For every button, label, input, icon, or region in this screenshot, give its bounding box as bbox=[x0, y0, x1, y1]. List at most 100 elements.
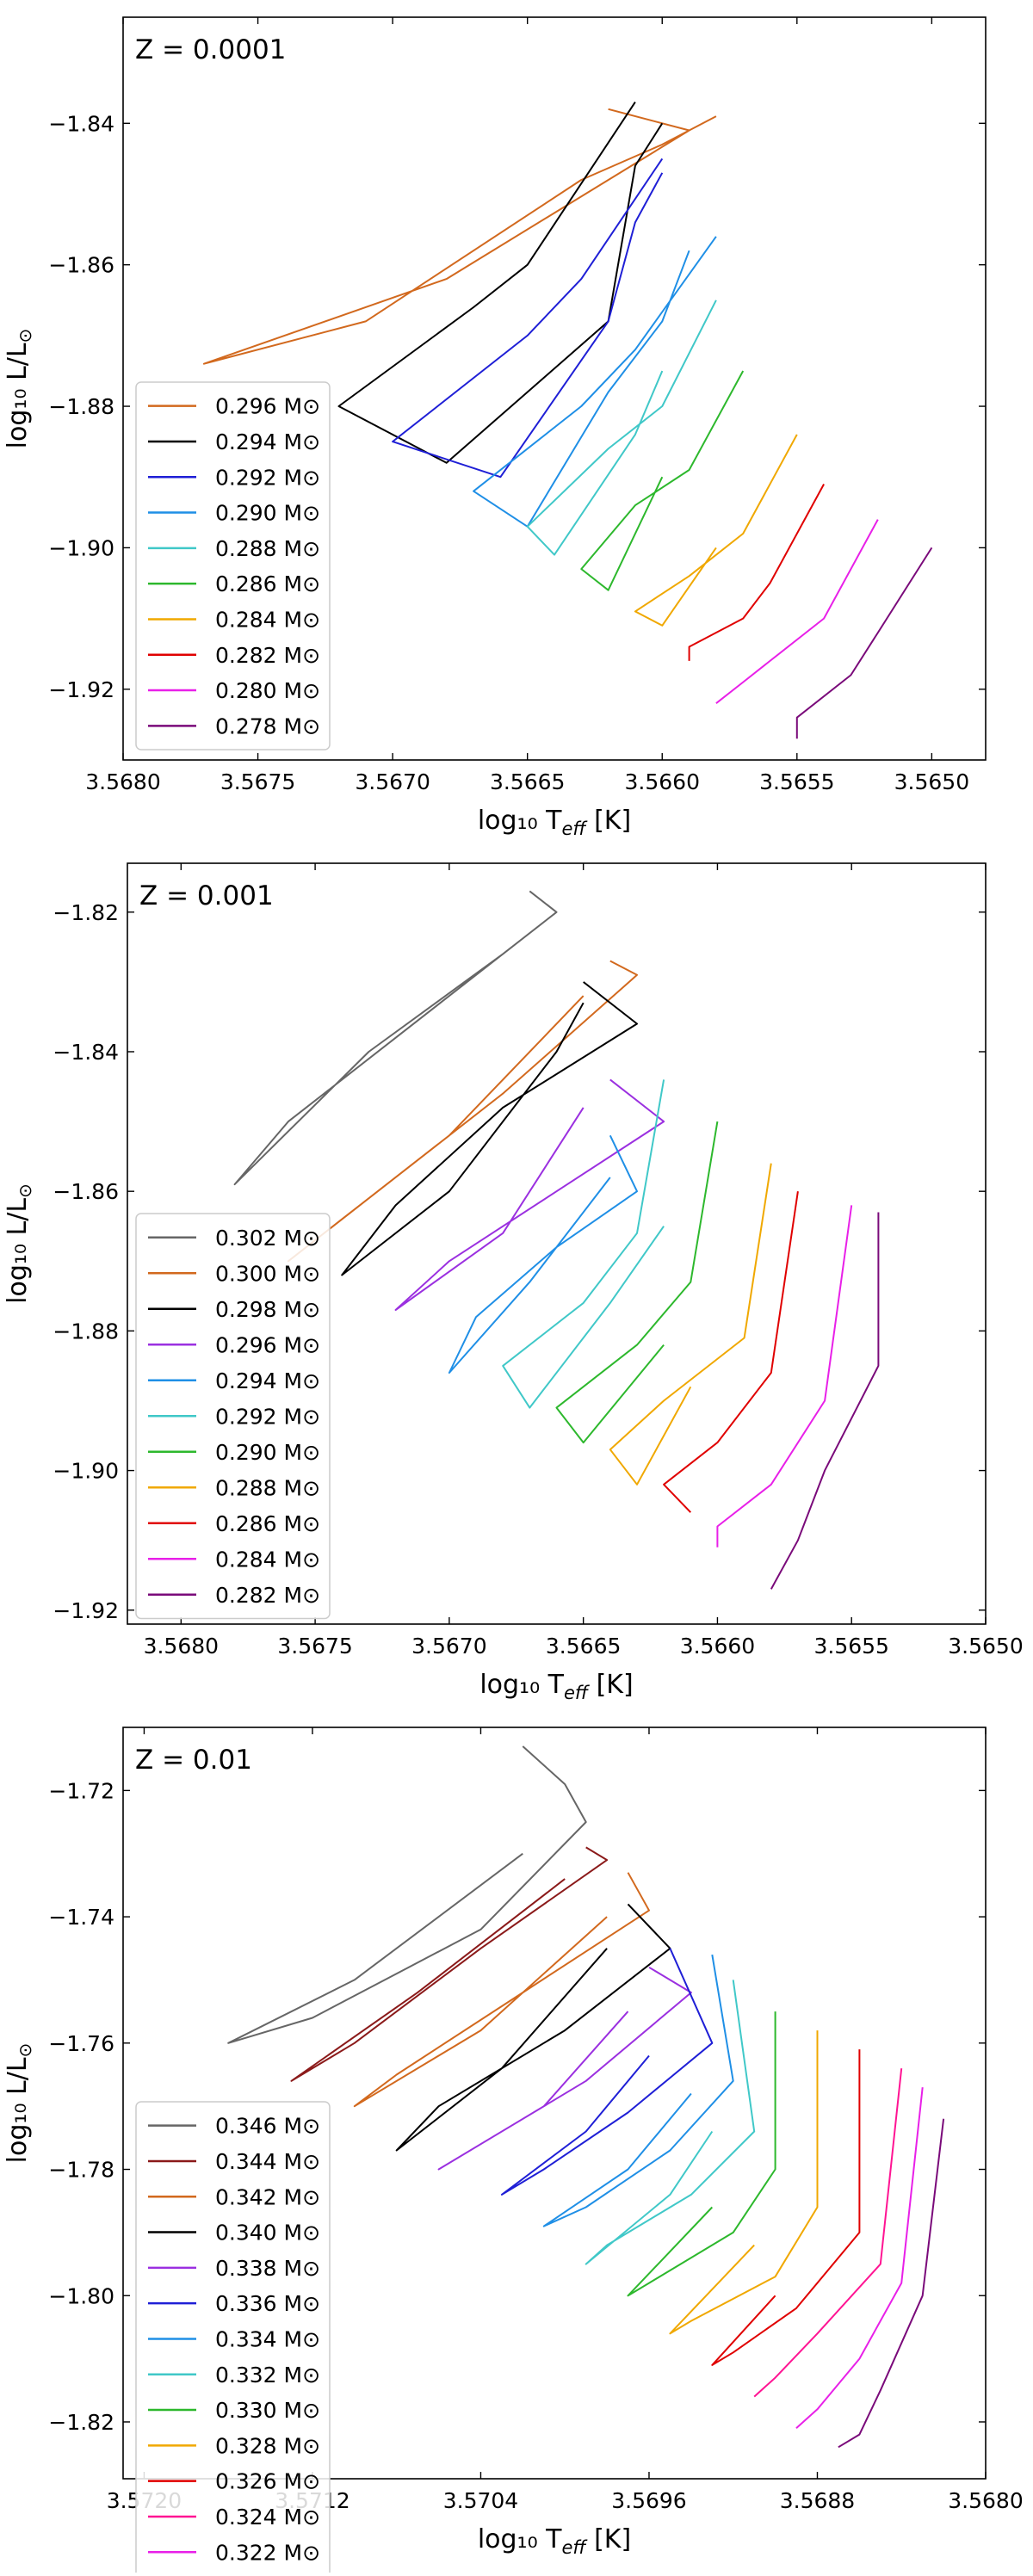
series-line-14 bbox=[838, 2118, 945, 2449]
x-axis-label: log₁₀ Teff [K] bbox=[478, 806, 631, 839]
series-line-10 bbox=[795, 547, 933, 739]
legend-label: 0.292 M⊙ bbox=[215, 1404, 320, 1429]
x-tick-label: 3.5675 bbox=[220, 769, 295, 794]
legend-label: 0.286 M⊙ bbox=[215, 1511, 320, 1536]
x-axis-label-sub: eff bbox=[561, 2537, 588, 2558]
series-line-2 bbox=[290, 1846, 609, 2082]
legend-label: 0.296 M⊙ bbox=[215, 394, 320, 419]
panel-2: 3.5680 3.5675 3.5670 3.5665 3.5660 3.5655 3.56… bbox=[3, 862, 1024, 1703]
legend-box bbox=[135, 2101, 331, 2576]
legend-label: 0.338 M⊙ bbox=[215, 2256, 320, 2281]
x-tick-label: 3.5670 bbox=[355, 769, 430, 794]
x-tick-label: 3.5680 bbox=[144, 1634, 219, 1659]
y-axis-label: log₁₀ L/L⊙ bbox=[3, 1183, 35, 1304]
series-line-3 bbox=[341, 981, 638, 1276]
x-tick-label: 3.5660 bbox=[625, 769, 700, 794]
y-tick-label: −1.88 bbox=[48, 394, 114, 419]
x-tick-label: 3.5696 bbox=[611, 2488, 686, 2513]
y-tick-label: −1.86 bbox=[48, 253, 114, 278]
y-axis-label-main: log₁₀ L/L bbox=[3, 343, 33, 448]
legend-label: 0.326 M⊙ bbox=[215, 2469, 320, 2494]
legend-label: 0.278 M⊙ bbox=[215, 713, 320, 738]
legend-label: 0.330 M⊙ bbox=[215, 2398, 320, 2423]
series-line-1 bbox=[233, 890, 558, 1186]
x-axis-label-unit: [K] bbox=[588, 1670, 634, 1700]
y-tick-label: −1.84 bbox=[48, 111, 114, 136]
x-tick-label: 3.5680 bbox=[948, 2488, 1023, 2513]
legend-label: 0.346 M⊙ bbox=[215, 2114, 320, 2139]
plot-frame bbox=[122, 1727, 987, 2480]
series-line-2 bbox=[337, 102, 664, 464]
legend-box bbox=[135, 381, 331, 751]
y-axis-label: log₁₀ L/L⊙ bbox=[3, 329, 35, 449]
x-tick-label: 3.5650 bbox=[948, 1634, 1023, 1659]
y-tick-label: −1.88 bbox=[53, 1319, 119, 1344]
y-tick-label: −1.76 bbox=[48, 2031, 114, 2056]
series-group bbox=[233, 890, 880, 1590]
plot-frame bbox=[122, 16, 987, 761]
series-line-4 bbox=[394, 1078, 665, 1311]
legend-label: 0.300 M⊙ bbox=[215, 1261, 320, 1286]
series-line-6 bbox=[500, 1948, 714, 2196]
series-line-10 bbox=[669, 2030, 819, 2335]
y-tick-label: −1.78 bbox=[48, 2158, 114, 2183]
y-axis-label-sub: ⊙ bbox=[15, 1183, 35, 1198]
panel-title: Z = 0.01 bbox=[135, 1745, 252, 1776]
legend-label: 0.292 M⊙ bbox=[215, 465, 320, 490]
series-line-11 bbox=[711, 2049, 861, 2366]
legend-label: 0.324 M⊙ bbox=[215, 2505, 320, 2530]
x-axis-label: log₁₀ Teff [K] bbox=[479, 1670, 633, 1703]
legend-label: 0.288 M⊙ bbox=[215, 1475, 320, 1500]
series-line-1 bbox=[202, 108, 717, 365]
legend-label: 0.290 M⊙ bbox=[215, 501, 320, 526]
legend-label: 0.328 M⊙ bbox=[215, 2433, 320, 2458]
series-line-3 bbox=[392, 158, 664, 479]
legend-label: 0.284 M⊙ bbox=[215, 1547, 320, 1572]
x-axis-label: log₁₀ Teff [K] bbox=[478, 2524, 631, 2558]
legend-label: 0.336 M⊙ bbox=[215, 2291, 320, 2316]
series-line-3 bbox=[353, 1872, 650, 2108]
panel-3: 3.57203.57123.57043.56963.56883.5680−1.8… bbox=[3, 1727, 1024, 2576]
series-line-5 bbox=[526, 300, 717, 556]
y-tick-label: −1.82 bbox=[48, 2410, 114, 2435]
legend-label: 0.334 M⊙ bbox=[215, 2326, 320, 2351]
legend-label: 0.302 M⊙ bbox=[215, 1226, 320, 1251]
series-line-6 bbox=[580, 370, 745, 591]
y-axis-label-main: log₁₀ L/L bbox=[3, 1198, 33, 1304]
legend-label: 0.286 M⊙ bbox=[215, 571, 320, 596]
y-axis-label: log₁₀ L/L⊙ bbox=[3, 2043, 35, 2164]
x-tick-label: 3.5665 bbox=[546, 1634, 621, 1659]
legend-label: 0.294 M⊙ bbox=[215, 429, 320, 454]
y-axis-label-sub: ⊙ bbox=[15, 329, 35, 343]
series-line-5 bbox=[437, 1966, 692, 2171]
series-line-9 bbox=[663, 1191, 799, 1513]
x-tick-label: 3.5704 bbox=[443, 2488, 518, 2513]
series-line-7 bbox=[634, 434, 798, 627]
legend-label: 0.284 M⊙ bbox=[215, 607, 320, 632]
y-tick-label: −1.90 bbox=[48, 535, 114, 560]
series-line-7 bbox=[542, 1954, 734, 2227]
x-axis-label-unit: [K] bbox=[586, 2524, 632, 2554]
panel-title: Z = 0.001 bbox=[139, 880, 274, 911]
x-tick-label: 3.5670 bbox=[411, 1634, 486, 1659]
y-tick-label: −1.92 bbox=[48, 677, 114, 702]
y-axis-label-sub: ⊙ bbox=[15, 2043, 35, 2058]
y-tick-label: −1.74 bbox=[48, 1905, 114, 1930]
series-line-4 bbox=[473, 236, 717, 528]
series-line-2 bbox=[287, 960, 638, 1263]
x-tick-label: 3.5650 bbox=[894, 769, 969, 794]
x-axis-label-unit: [K] bbox=[586, 806, 632, 836]
legend-label: 0.294 M⊙ bbox=[215, 1368, 320, 1393]
y-tick-label: −1.80 bbox=[48, 2283, 114, 2308]
y-axis-label-main: log₁₀ L/L bbox=[3, 2057, 33, 2163]
series-line-8 bbox=[585, 1980, 756, 2265]
legend-label: 0.282 M⊙ bbox=[215, 1583, 320, 1608]
series-group bbox=[227, 1745, 945, 2449]
x-axis-label-main: log₁₀ T bbox=[478, 2524, 562, 2554]
plot-frame bbox=[127, 862, 987, 1625]
x-axis-label-main: log₁₀ T bbox=[479, 1670, 564, 1700]
x-tick-label: 3.5675 bbox=[277, 1634, 352, 1659]
panel-title: Z = 0.0001 bbox=[135, 34, 286, 65]
y-tick-label: −1.82 bbox=[53, 900, 119, 925]
